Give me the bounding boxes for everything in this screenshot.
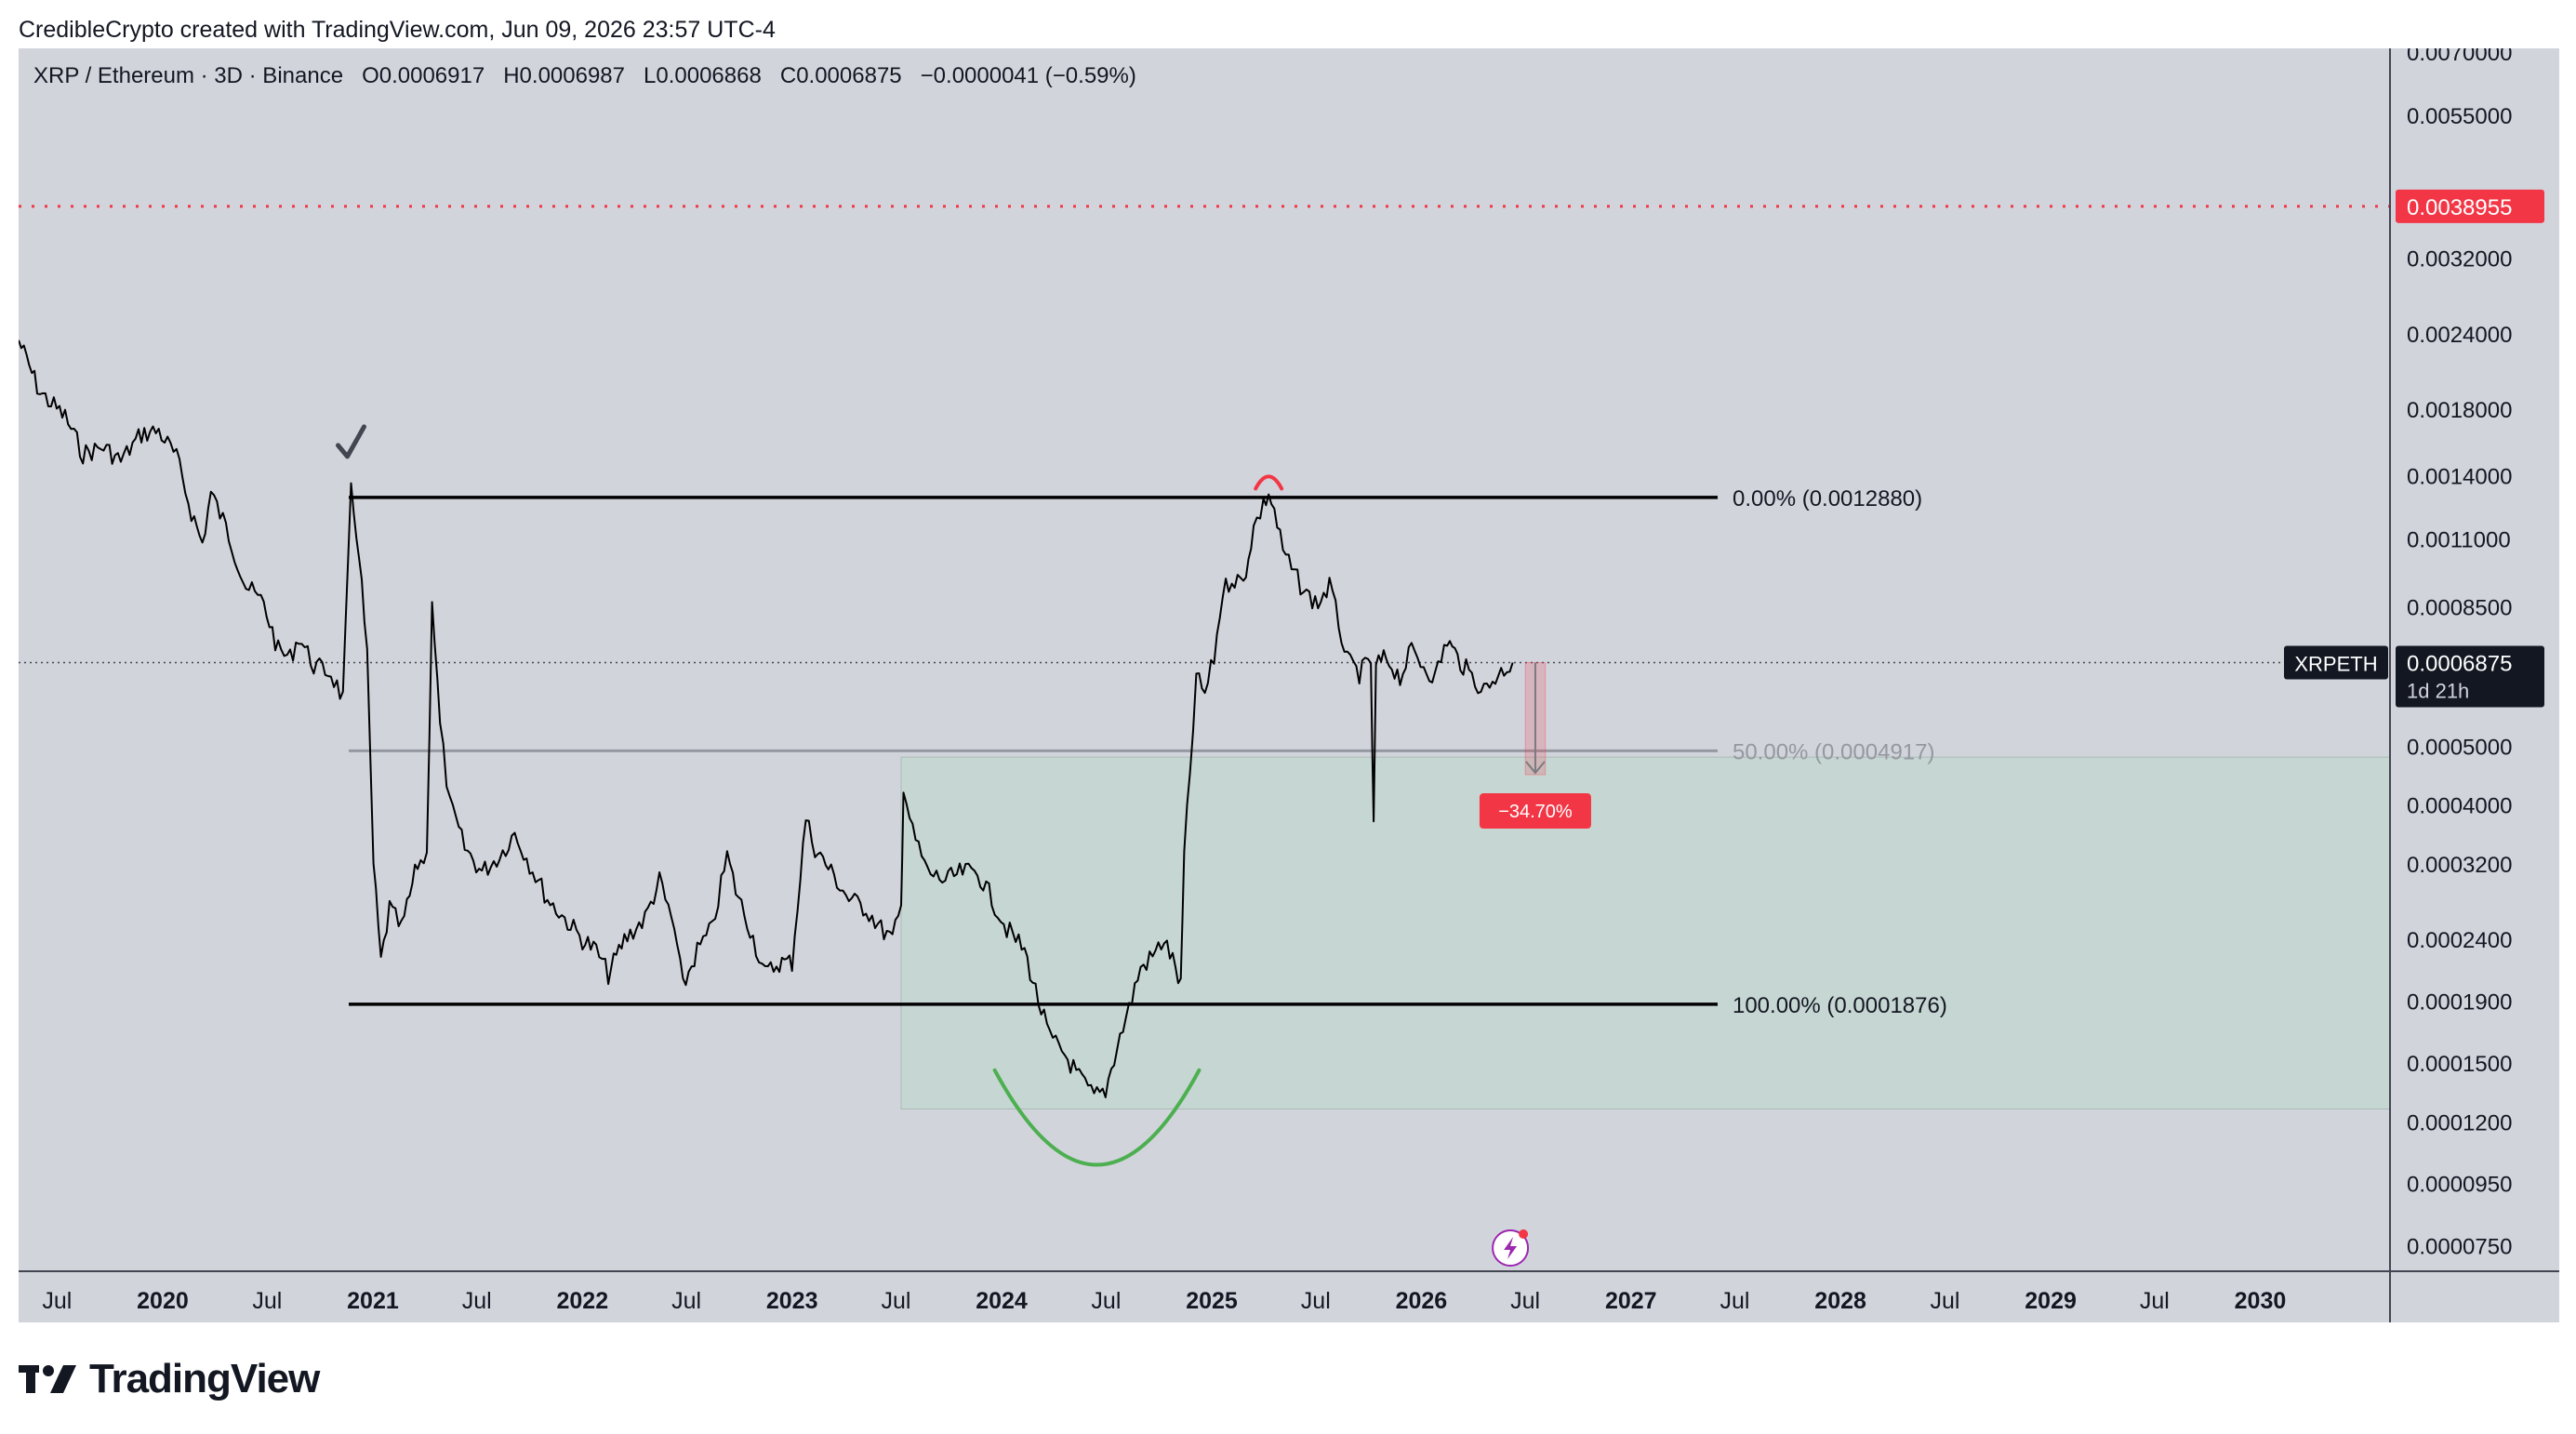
projection-label-bg — [1479, 793, 1591, 830]
time-axis-tick: Jul — [1931, 1288, 1960, 1314]
time-axis-tick: 2025 — [1186, 1288, 1238, 1314]
price-axis-tick: 0.0018000 — [2407, 398, 2512, 423]
fib-level-label: 0.00% (0.0012880) — [1733, 486, 1922, 511]
time-axis-tick: Jul — [881, 1288, 910, 1314]
tradingview-logo-icon — [19, 1365, 76, 1393]
time-axis-tick: Jul — [1510, 1288, 1540, 1314]
low-value: 0.0006868 — [656, 63, 762, 88]
bar-countdown: 1d 21h — [2407, 680, 2469, 703]
symbol-tag-bg — [2284, 645, 2388, 680]
alert-price-label: 0.0038955 — [2407, 195, 2512, 220]
check-mark-icon — [335, 424, 366, 459]
open-value: 0.0006917 — [378, 63, 485, 88]
price-axis-tick: 0.0011000 — [2407, 528, 2511, 553]
time-axis-tick: 2028 — [1814, 1288, 1866, 1314]
time-axis-tick: Jul — [252, 1288, 282, 1314]
time-axis-tick: Jul — [1091, 1288, 1121, 1314]
current-price-label-bg — [2396, 645, 2544, 708]
top-arc-marker — [1254, 474, 1284, 491]
time-axis-tick: 2024 — [976, 1288, 1028, 1314]
price-axis-tick: 0.0001900 — [2407, 989, 2512, 1015]
demand-zone — [900, 756, 2391, 1110]
price-axis-tick: 0.0002400 — [2407, 928, 2512, 953]
time-axis-tick: Jul — [42, 1288, 72, 1314]
symbol-info: XRP / Ethereum · 3D · Binance O0.0006917… — [33, 63, 1136, 89]
open-label: O — [362, 63, 379, 88]
time-axis-tick: 2021 — [347, 1288, 399, 1314]
high-value: 0.0006987 — [519, 63, 625, 88]
price-axis-tick: 0.0003200 — [2407, 853, 2512, 878]
chart-attribution: CredibleCrypto created with TradingView.… — [19, 17, 776, 43]
change-value: −0.0000041 (−0.59%) — [920, 63, 1136, 88]
symbol-tag: XRPETH — [2294, 653, 2377, 676]
close-value: 0.0006875 — [796, 63, 902, 88]
time-axis-tick: 2023 — [766, 1288, 818, 1314]
time-axis-tick: Jul — [1301, 1288, 1331, 1314]
high-label: H — [503, 63, 520, 88]
time-axis-tick: 2020 — [137, 1288, 189, 1314]
time-axis-tick: Jul — [462, 1288, 492, 1314]
time-axis-tick: 2027 — [1605, 1288, 1657, 1314]
alert-price-label-bg — [2396, 189, 2544, 223]
price-axis-tick: 0.0000750 — [2407, 1234, 2512, 1259]
price-series-line — [19, 339, 1514, 1098]
price-axis-tick: 0.0055000 — [2407, 104, 2512, 129]
time-axis-tick: 2030 — [2235, 1288, 2287, 1314]
price-axis-tick: 0.0004000 — [2407, 794, 2512, 819]
close-label: C — [779, 63, 797, 88]
event-bolt-glyph — [1504, 1237, 1518, 1259]
low-label: L — [644, 63, 657, 88]
time-axis-tick: 2022 — [557, 1288, 609, 1314]
price-axis-tick: 0.0032000 — [2407, 246, 2512, 272]
time-axis-tick: Jul — [1720, 1288, 1750, 1314]
projection-label: −34.70% — [1498, 802, 1573, 822]
price-axis-tick: 0.0008500 — [2407, 595, 2512, 620]
tradingview-logo[interactable]: TradingView — [19, 1356, 320, 1402]
time-axis-tick: Jul — [671, 1288, 701, 1314]
time-axis-tick: 2029 — [2025, 1288, 2077, 1314]
current-price-label: 0.0006875 — [2407, 652, 2512, 677]
chart-area[interactable]: 0.00% (0.0012880) 50.00% (0.0004917) 100.0… — [19, 48, 2559, 1322]
tradingview-wordmark: TradingView — [89, 1356, 320, 1401]
fib-level-label: 50.00% (0.0004917) — [1733, 739, 1934, 764]
symbol-name[interactable]: XRP / Ethereum · 3D · Binance — [33, 63, 344, 88]
event-dot — [1519, 1229, 1529, 1239]
time-axis-tick: 2026 — [1396, 1288, 1448, 1314]
fib-level-label: 100.00% (0.0001876) — [1733, 993, 1947, 1018]
price-axis-tick: 0.0001200 — [2407, 1110, 2512, 1135]
price-chart[interactable]: 0.00% (0.0012880) 50.00% (0.0004917) 100.0… — [19, 48, 2559, 1322]
price-axis-tick: 0.0014000 — [2407, 464, 2512, 489]
projection-arrow-head — [1525, 761, 1546, 775]
price-axis-tick: 0.0024000 — [2407, 323, 2512, 348]
price-axis-tick: 0.0005000 — [2407, 736, 2512, 761]
rounded-bottom-curve — [992, 1068, 1202, 1167]
price-axis-tick: 0.0000950 — [2407, 1172, 2512, 1197]
time-axis-tick: Jul — [2140, 1288, 2170, 1314]
price-axis-tick: 0.0001500 — [2407, 1052, 2512, 1077]
price-axis-tick: 0.0070000 — [2407, 48, 2512, 66]
